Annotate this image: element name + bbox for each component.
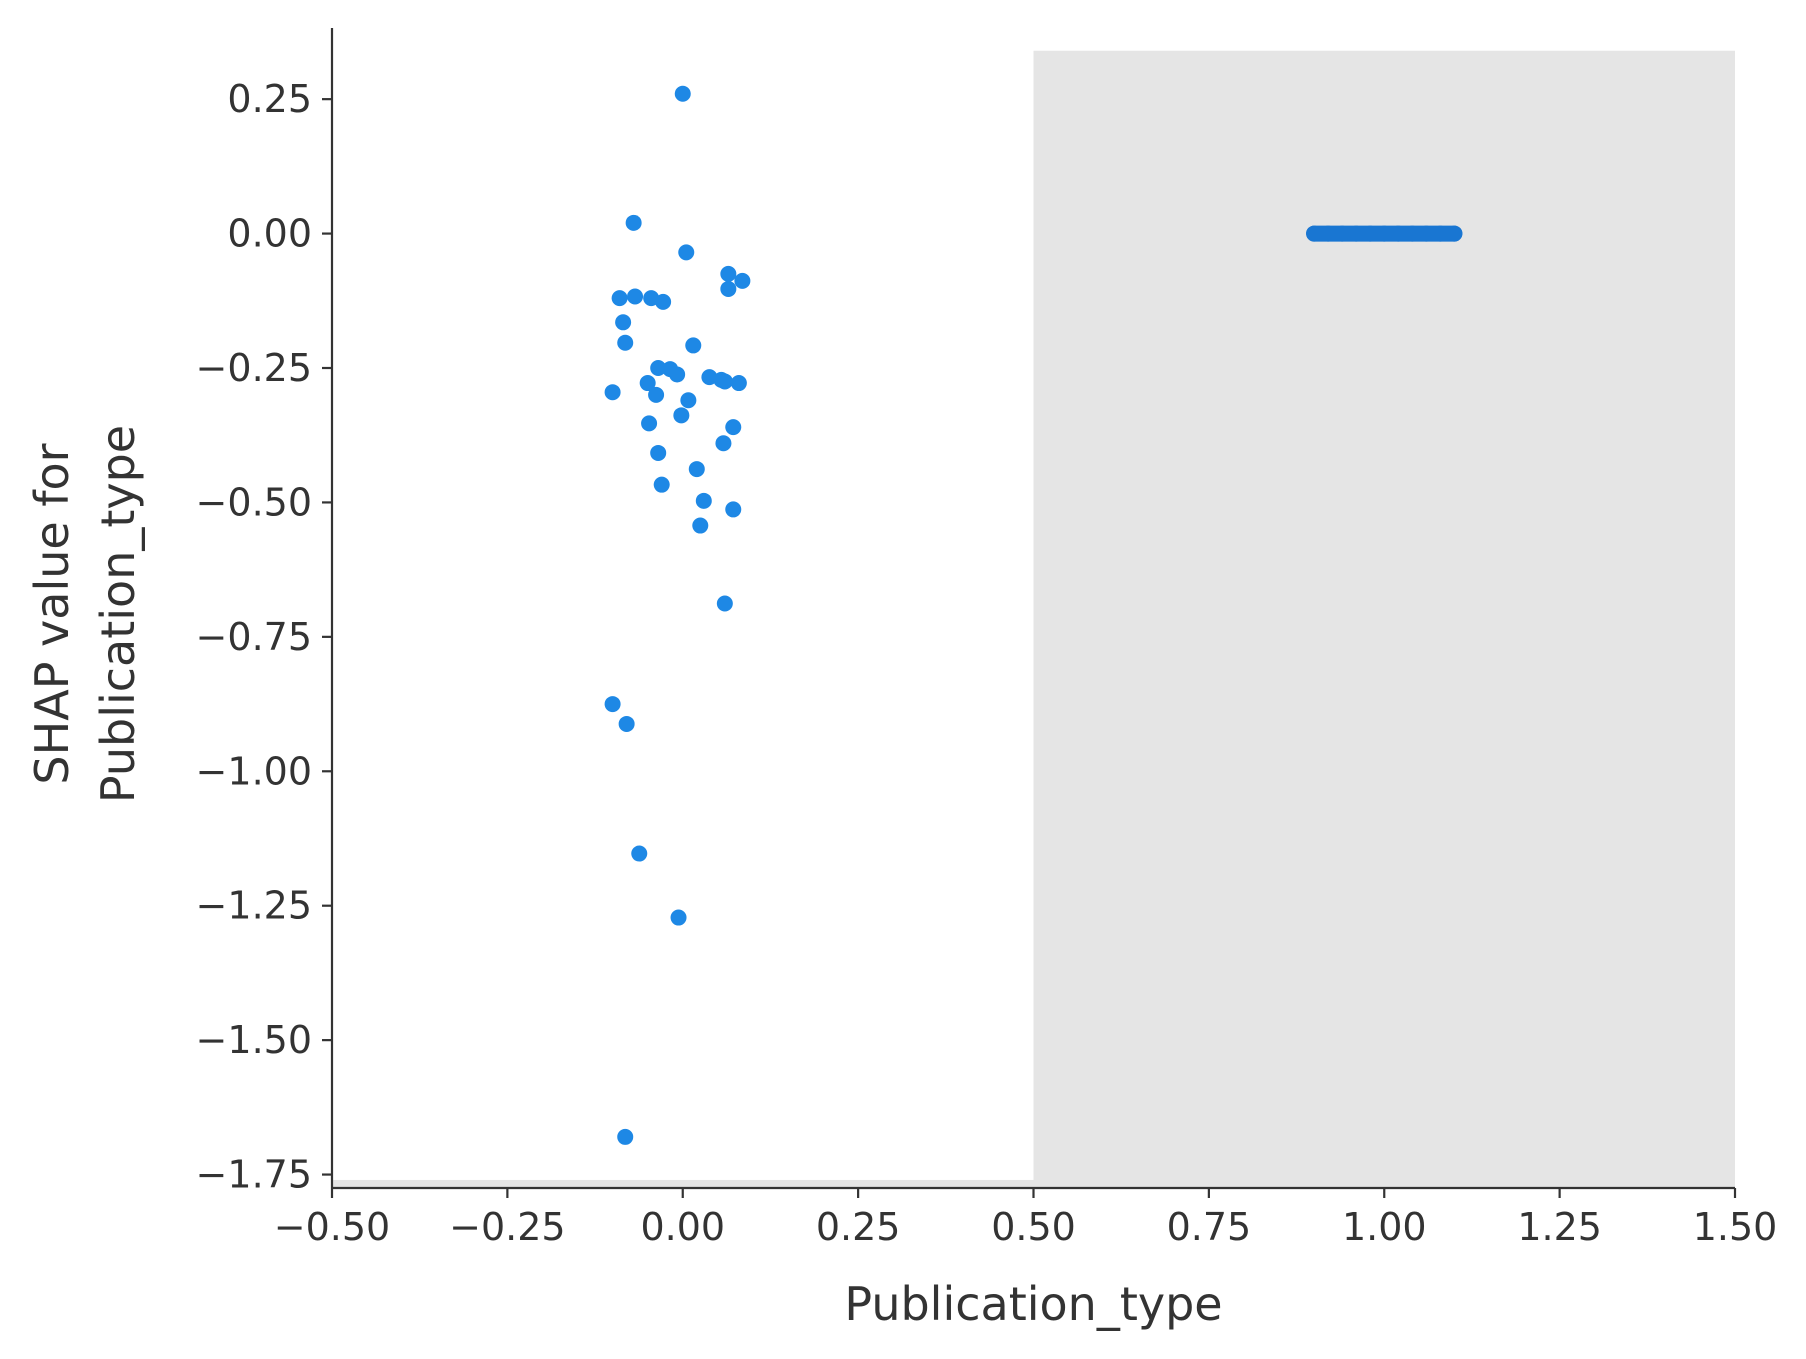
data-point bbox=[617, 1128, 634, 1145]
y-axis-title-line-1: SHAP value for bbox=[25, 443, 79, 784]
x-axis-title: Publication_type bbox=[844, 1277, 1222, 1331]
x-axis-ticks: −0.50 −0.25 0.00 0.25 0.50 0.75 1.00 1.25 1.50 bbox=[274, 1188, 1778, 1249]
x-tick-label: 1.50 bbox=[1693, 1205, 1778, 1249]
data-point bbox=[674, 85, 691, 102]
y-tick-label: −1.25 bbox=[196, 884, 312, 928]
data-point bbox=[618, 715, 635, 732]
data-point bbox=[678, 244, 695, 261]
data-point bbox=[648, 386, 665, 403]
data-point bbox=[650, 444, 667, 461]
data-point bbox=[695, 492, 712, 509]
data-point bbox=[611, 290, 628, 307]
x-tick-label: 0.75 bbox=[1167, 1205, 1252, 1249]
y-tick-label: 0.25 bbox=[227, 77, 312, 121]
y-axis-ticks: 0.25 0.00 −0.25 −0.50 −0.75 −1.00 −1.25 −1.50 −1… bbox=[196, 77, 332, 1197]
data-point bbox=[734, 272, 751, 289]
data-point bbox=[627, 288, 644, 305]
y-tick-label: −1.75 bbox=[196, 1153, 312, 1197]
data-point bbox=[688, 461, 705, 478]
y-tick-label: 0.00 bbox=[227, 212, 312, 256]
y-tick-label: −0.50 bbox=[196, 480, 312, 524]
data-point bbox=[680, 392, 697, 409]
data-point bbox=[625, 214, 642, 231]
x-tick-label: −0.50 bbox=[274, 1205, 390, 1249]
data-point bbox=[720, 280, 737, 297]
background-bands bbox=[332, 50, 1735, 1188]
data-point bbox=[670, 909, 687, 926]
x-tick-label: 1.25 bbox=[1517, 1205, 1602, 1249]
data-point bbox=[641, 415, 658, 432]
data-point bbox=[725, 419, 742, 436]
data-point bbox=[617, 334, 634, 351]
y-axis-title-line-2: Publication_type bbox=[91, 425, 145, 803]
data-point bbox=[655, 293, 672, 310]
scatter-points bbox=[604, 85, 1463, 1145]
data-point bbox=[701, 369, 718, 386]
y-tick-label: −0.25 bbox=[196, 346, 312, 390]
data-point bbox=[685, 337, 702, 354]
x-tick-label: 0.00 bbox=[640, 1205, 725, 1249]
x-tick-label: 1.00 bbox=[1342, 1205, 1427, 1249]
y-tick-label: −1.00 bbox=[196, 749, 312, 793]
data-point bbox=[631, 845, 648, 862]
x-tick-label: 0.25 bbox=[816, 1205, 901, 1249]
data-point bbox=[604, 384, 621, 401]
background-band-0 bbox=[1033, 50, 1735, 1188]
data-point bbox=[669, 366, 686, 383]
data-point bbox=[650, 360, 667, 376]
data-point bbox=[615, 314, 632, 331]
background-band-1 bbox=[332, 1179, 1034, 1188]
data-point bbox=[715, 435, 732, 452]
y-tick-label: −1.50 bbox=[196, 1018, 312, 1062]
data-point bbox=[604, 696, 621, 713]
axes: −0.50 −0.25 0.00 0.25 0.50 0.75 1.00 1.25 1.50 0… bbox=[196, 28, 1778, 1249]
data-point bbox=[730, 375, 747, 392]
x-tick-label: −0.25 bbox=[449, 1205, 565, 1249]
y-tick-label: −0.75 bbox=[196, 615, 312, 659]
data-point bbox=[653, 476, 670, 493]
x-tick-label: 0.50 bbox=[991, 1205, 1076, 1249]
data-point bbox=[639, 375, 656, 392]
data-point bbox=[716, 373, 733, 390]
data-point bbox=[720, 265, 737, 282]
data-point bbox=[716, 595, 733, 612]
data-point bbox=[673, 407, 690, 424]
data-point bbox=[725, 501, 742, 518]
data-point bbox=[692, 517, 709, 534]
